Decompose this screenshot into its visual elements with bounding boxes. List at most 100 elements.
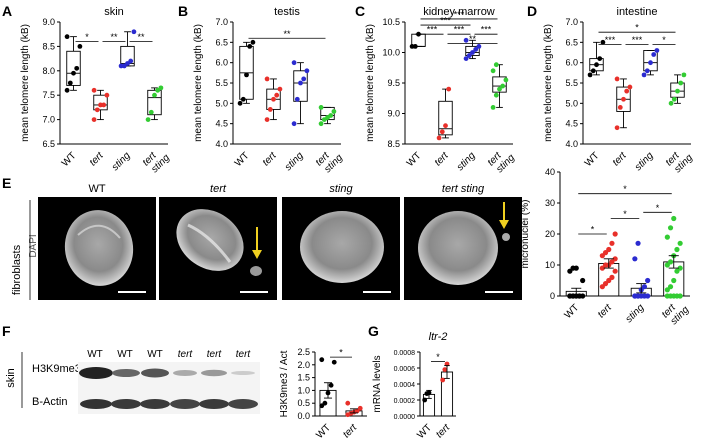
data-point	[67, 80, 73, 86]
significance-label: **	[110, 32, 118, 42]
data-point	[645, 293, 651, 299]
x-tick-label: tertsting	[660, 296, 692, 328]
blot-lane-label: WT	[117, 349, 133, 360]
box	[670, 82, 685, 98]
data-point	[651, 52, 657, 57]
y-tick-label: 6.5	[42, 139, 55, 149]
data-point	[573, 265, 579, 271]
significance-label: *	[623, 184, 627, 194]
data-point	[64, 34, 70, 40]
data-point	[641, 72, 647, 78]
x-tick-label: WT	[563, 302, 582, 321]
chart-c: kidney marrow 8.5 9.0 9.5 10.0 10.5 mean telom…	[365, 6, 518, 176]
data-point	[678, 80, 684, 86]
x-tick-label: tert	[433, 149, 452, 168]
data-point	[671, 215, 677, 222]
y-tick-label: 0.0	[297, 411, 310, 421]
box	[293, 70, 308, 102]
box	[438, 100, 453, 136]
data-point	[497, 86, 502, 92]
significance-label: *	[339, 348, 343, 358]
y-tick-label: 10.0	[382, 48, 400, 58]
data-point	[318, 121, 324, 127]
chart-b: testis 4.0 4.5 5.0 5.5 6.0 6.5 7.0 mean telomere…	[193, 6, 346, 176]
micronucleus-tert-sting	[502, 233, 510, 241]
data-point	[345, 400, 351, 406]
x-tick-label: sting	[283, 150, 306, 173]
x-tick-label: sting	[110, 150, 133, 173]
y-tick-label: 40	[545, 167, 555, 177]
significance-label: **	[469, 34, 477, 44]
y-tick-label: 4.0	[565, 139, 578, 149]
data-point	[74, 65, 80, 71]
data-point	[606, 246, 612, 253]
x-tick-label: tertsting	[486, 144, 518, 176]
data-point	[301, 76, 307, 82]
data-point	[490, 68, 496, 74]
y-tick-label: 6.5	[215, 37, 228, 47]
significance-label: *	[591, 225, 595, 235]
y-axis-label: micronuclei (%)	[520, 200, 531, 269]
significance-label: *	[436, 352, 440, 362]
data-point	[599, 265, 605, 271]
y-tick-label: 7.5	[42, 90, 55, 100]
y-axis-label: mean telomere length (kB)	[543, 24, 554, 142]
x-tick-label: sting	[624, 302, 647, 325]
data-point	[436, 135, 442, 141]
y-tick-label: 0.5	[297, 398, 310, 408]
y-tick-label: 5.5	[565, 78, 578, 88]
box	[147, 89, 162, 116]
y-tick-label: 6.0	[565, 58, 578, 68]
y-axis-label: mean telomere length (kB)	[365, 24, 376, 142]
data-point	[612, 256, 618, 262]
blot-row-h3k9me3: H3K9me3	[32, 363, 81, 375]
data-point	[298, 80, 303, 86]
x-tick-label: tert	[596, 301, 615, 320]
data-point	[635, 293, 641, 299]
box	[93, 94, 108, 111]
data-point	[641, 284, 648, 290]
data-point	[602, 281, 609, 287]
data-point	[439, 129, 445, 135]
data-point	[416, 31, 421, 37]
data-point	[664, 234, 670, 240]
chart-g: ltr-2 0.0000 0.0002 0.0004 0.0006 0.0008 mRNA …	[372, 331, 456, 441]
micrograph-title-sting: sting	[329, 183, 353, 195]
data-point	[250, 39, 256, 45]
significance-label: ***	[481, 25, 492, 35]
x-tick-label: sting	[455, 150, 478, 173]
box	[120, 45, 135, 67]
data-point	[331, 359, 337, 365]
data-point	[580, 277, 586, 284]
data-point	[131, 29, 137, 35]
panel-letter-B: B	[178, 3, 188, 19]
data-point	[148, 109, 154, 115]
y-tick-label: 7.0	[565, 17, 578, 27]
chart-title: skin	[104, 6, 124, 18]
y-tick-label: 0.0008	[394, 350, 416, 357]
x-tick-label: WT	[583, 150, 602, 169]
data-point	[470, 50, 475, 55]
y-tick-label: 0.0006	[394, 366, 416, 373]
y-tick-label: 7.0	[215, 17, 228, 27]
data-point	[101, 102, 107, 108]
blot-lane-label: WT	[147, 349, 163, 360]
x-tick-label: tertsting	[314, 144, 346, 176]
data-point	[599, 284, 605, 290]
y-tick-label: 5.0	[565, 98, 578, 108]
nucleus-sting	[300, 211, 384, 283]
significance-label: *	[662, 35, 666, 45]
data-point	[677, 293, 683, 299]
fibroblasts-label: fibroblasts	[11, 244, 23, 295]
significance-label: ***	[605, 35, 616, 45]
y-tick-label: 1.0	[297, 385, 310, 395]
nucleus-tert-sting	[418, 211, 498, 285]
y-tick-label: 8.5	[387, 139, 400, 149]
data-point	[91, 117, 97, 122]
data-point	[635, 240, 641, 246]
box	[643, 50, 658, 72]
data-point	[503, 77, 509, 83]
significance-label: **	[283, 29, 291, 39]
data-point	[614, 125, 620, 131]
data-point	[614, 76, 620, 82]
